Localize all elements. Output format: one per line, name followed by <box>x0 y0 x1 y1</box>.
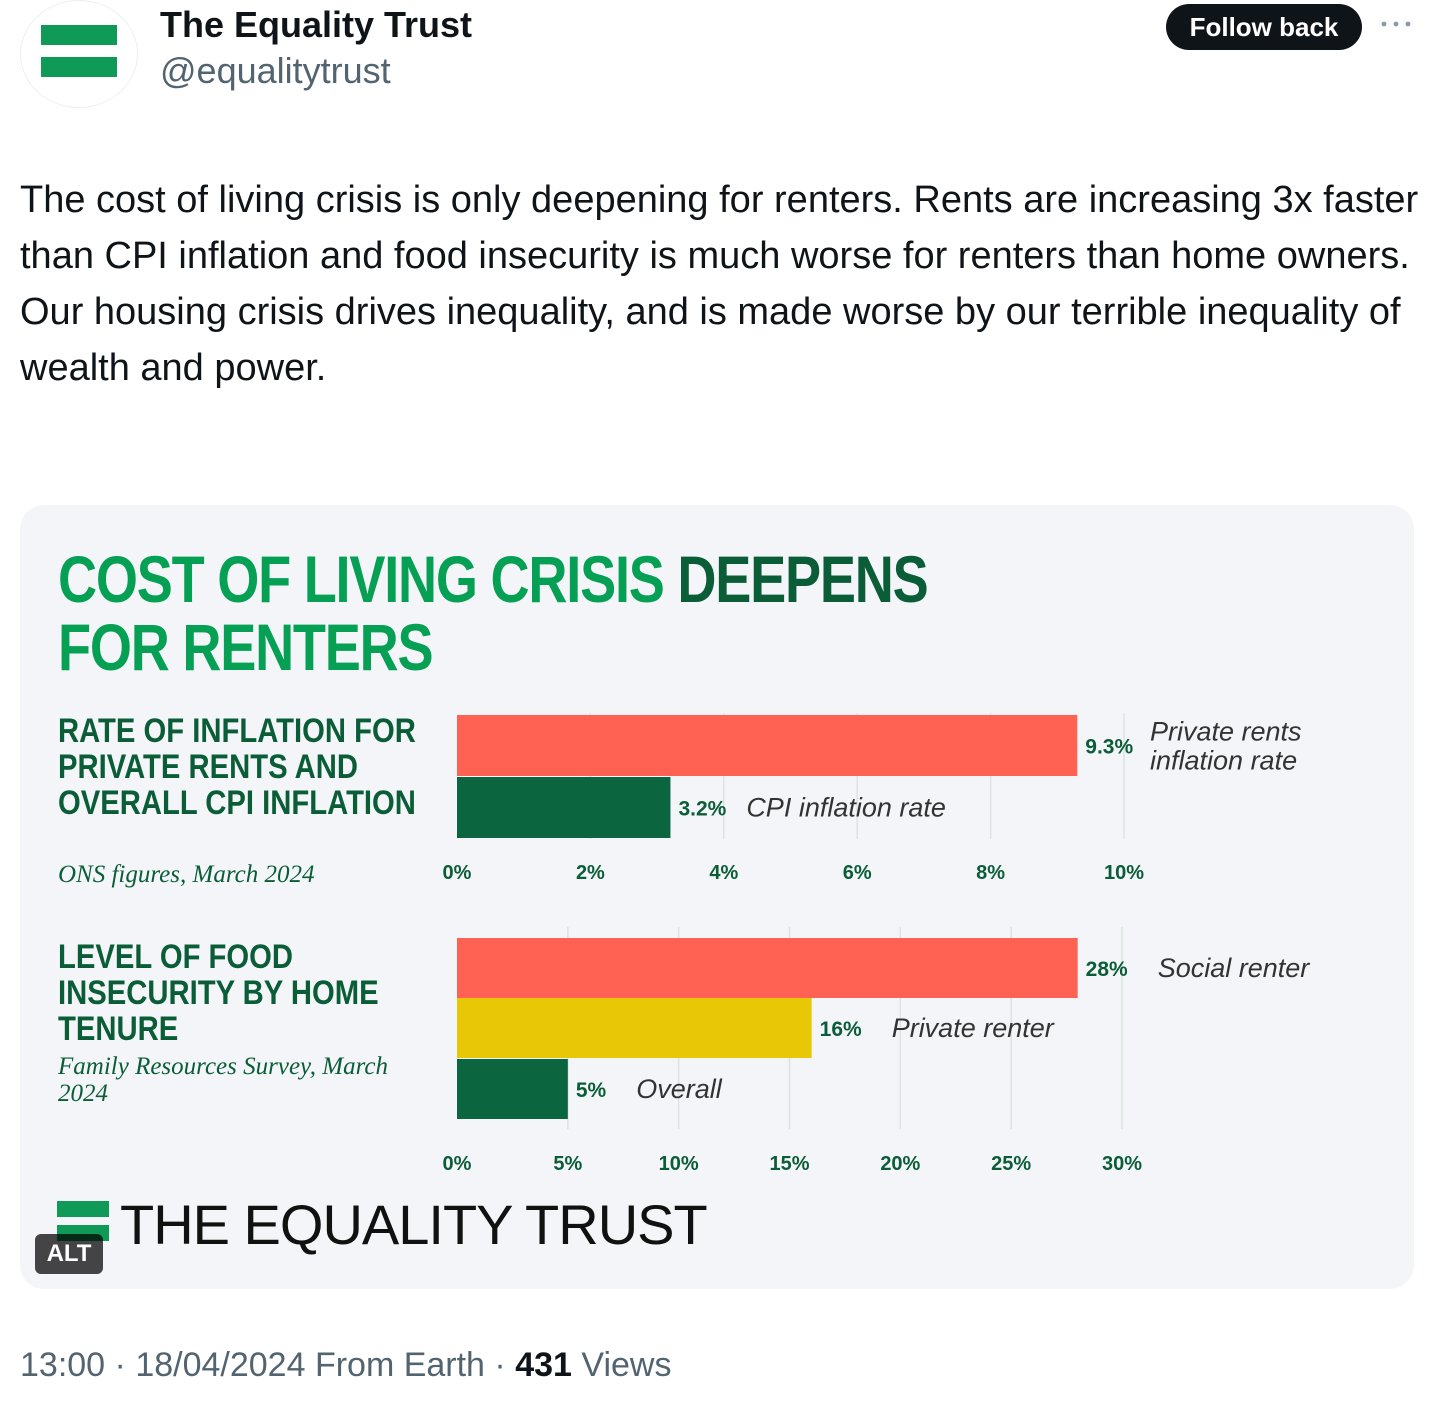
chart2-tick-label: 0% <box>443 1153 472 1175</box>
headline-line-2: FOR RENTERS <box>58 610 434 684</box>
tweet-time[interactable]: 13:00 <box>20 1346 106 1384</box>
alt-text-badge[interactable]: ALT <box>35 1234 103 1274</box>
chart1-tick-label: 8% <box>976 862 1005 884</box>
chart2-category-label: Social renter <box>1158 953 1311 983</box>
chart1-tick-label: 4% <box>709 862 738 884</box>
account-handle[interactable]: @equalitytrust <box>160 50 391 91</box>
chart1-category-label: CPI inflation rate <box>746 793 946 823</box>
chart2-tick-label: 15% <box>769 1153 809 1175</box>
chart2-bar <box>457 1059 568 1119</box>
chart2-tick-label: 20% <box>880 1153 920 1175</box>
logo-bar-top <box>41 25 117 45</box>
chart2-tick-label: 30% <box>1102 1153 1142 1175</box>
chart2-title: LEVEL OF FOOD INSECURITY BY HOME TENURE <box>58 938 379 1048</box>
infographic-headline: COST OF LIVING CRISIS DEEPENS FOR RENTERS <box>58 545 1206 681</box>
chart2-value-label: 5% <box>576 1079 607 1102</box>
headline-part-1: COST OF LIVING CRISIS <box>58 542 665 616</box>
equality-trust-logo-icon[interactable] <box>20 0 138 108</box>
bar-charts: 0% 2% 4% 6% 8% 10% 9.3% Private rentsinflation … <box>443 713 1311 1175</box>
chart2-bar <box>457 998 812 1058</box>
tweet-source: From Earth <box>314 1346 485 1384</box>
chart2-value-label: 28% <box>1086 958 1128 981</box>
logo-wordmark: THE EQUALITY TRUST <box>120 1193 708 1256</box>
tweet-meta: 13:00 · 18/04/2024 From Earth · 431 View… <box>20 1346 672 1384</box>
chart2-tick-label: 5% <box>553 1153 582 1175</box>
chart1-title: RATE OF INFLATION FOR PRIVATE RENTS AND … <box>58 712 416 822</box>
tweet-date[interactable]: 18/04/2024 <box>135 1346 306 1384</box>
follow-back-button[interactable]: Follow back <box>1166 4 1362 50</box>
chart1-category-label: Private rents <box>1150 717 1302 747</box>
chart2-value-label: 16% <box>820 1018 862 1041</box>
chart1-bar <box>457 777 671 838</box>
logo-bar-bottom <box>41 57 117 77</box>
chart2-category-label: Private renter <box>892 1013 1055 1043</box>
more-horizontal-icon[interactable] <box>1378 12 1414 36</box>
chart1-tick-label: 2% <box>576 862 605 884</box>
logo-mark-bar-top <box>57 1201 109 1217</box>
chart1-tick-label: 0% <box>443 862 472 884</box>
headline-part-2: DEEPENS <box>677 542 928 616</box>
chart1-tick-label: 6% <box>843 862 872 884</box>
chart1-value-label: 9.3% <box>1085 736 1133 759</box>
views-label: Views <box>581 1346 672 1384</box>
chart1-source: ONS figures, March 2024 <box>58 861 315 888</box>
chart1-category-label: inflation rate <box>1150 746 1297 776</box>
tweet-image[interactable]: COST OF LIVING CRISIS DEEPENS FOR RENTERS… <box>20 505 1414 1289</box>
chart1-tick-label: 10% <box>1104 862 1144 884</box>
chart2-category-label: Overall <box>636 1074 723 1104</box>
chart2-bar <box>457 938 1078 998</box>
account-display-name[interactable]: The Equality Trust <box>160 4 473 45</box>
chart2-tick-label: 10% <box>659 1153 699 1175</box>
chart1-bar <box>457 715 1078 776</box>
chart2-source: Family Resources Survey, March 2024 <box>58 1053 388 1107</box>
views-count: 431 <box>515 1346 572 1384</box>
chart1-value-label: 3.2% <box>678 798 726 821</box>
chart2-tick-label: 25% <box>991 1153 1031 1175</box>
tweet-text: The cost of living crisis is only deepen… <box>20 179 1419 389</box>
